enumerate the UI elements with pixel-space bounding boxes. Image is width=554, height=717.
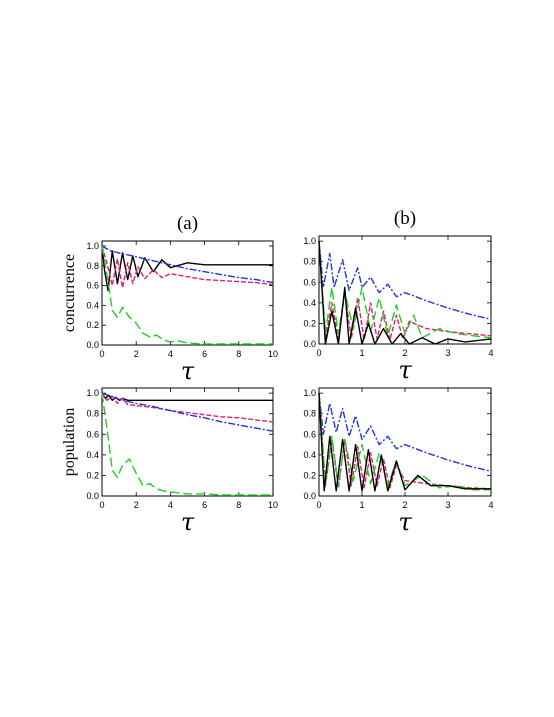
x-tick-label: 4 (168, 500, 173, 510)
series-line-1 (101, 392, 273, 401)
y-tick-label: 0.2 (303, 470, 316, 480)
y-tick-label: 0.4 (303, 298, 316, 308)
chart-panel-3: 0 2 4 6 8 10 0.0 0.2 0.4 0.6 0.8 1.0 population τ (61, 387, 278, 536)
panel-label: (b) (394, 208, 416, 229)
y-axis-label: concurrence (61, 254, 78, 332)
chart-panel-4: 0 1 2 3 4 0.0 0.2 0.4 0.6 0.8 1.0 τ (303, 387, 494, 536)
series-line-3 (101, 392, 274, 432)
series-line-1 (101, 245, 273, 292)
x-tick-label: 3 (445, 500, 450, 510)
series-line-4 (101, 393, 273, 496)
y-tick-label: 1.0 (303, 236, 316, 246)
y-tick-label: 0.6 (86, 429, 99, 439)
y-tick-label: 0.8 (86, 261, 99, 271)
y-tick-label: 1.0 (86, 388, 99, 398)
plot-frame (101, 387, 274, 497)
series-line-2 (101, 245, 274, 289)
y-tick-label: 0.0 (86, 491, 99, 501)
series-line-1 (318, 241, 492, 320)
x-tick-label: 8 (236, 349, 241, 359)
series-line-2 (318, 393, 492, 490)
x-tick-label: 10 (268, 500, 278, 510)
y-tick-label: 1.0 (303, 388, 316, 398)
series-line-4 (101, 245, 273, 345)
x-axis-label: τ (181, 508, 195, 536)
x-tick-label: 2 (402, 348, 407, 358)
series-line-4 (318, 393, 491, 492)
x-tick-label: 4 (168, 349, 173, 359)
y-axis-label: population (61, 408, 78, 476)
y-tick-label: 0.4 (303, 450, 316, 460)
x-tick-label: 1 (359, 348, 364, 358)
y-tick-label: 0.2 (86, 470, 99, 480)
y-tick-label: 0.2 (303, 318, 316, 328)
y-tick-label: 0.6 (86, 281, 99, 291)
x-tick-label: 0 (316, 500, 321, 510)
y-tick-label: 0.0 (86, 340, 99, 350)
series-line-3 (318, 393, 491, 491)
x-axis-label: τ (398, 508, 412, 536)
y-tick-label: 1.0 (86, 241, 99, 251)
x-tick-label: 4 (488, 500, 493, 510)
series-line-4 (318, 241, 492, 345)
chart-panel-1: 0 2 4 6 8 10 0.0 0.2 0.4 0.6 0.8 1.0 (a) concurrence τ (61, 213, 278, 385)
series-line-3 (101, 245, 274, 284)
plot-frame (101, 240, 274, 346)
x-tick-label: 0 (316, 348, 321, 358)
x-tick-label: 2 (402, 500, 407, 510)
series-line-1 (318, 393, 492, 472)
y-tick-label: 0.8 (303, 257, 316, 267)
y-tick-label: 0.8 (303, 409, 316, 419)
x-tick-label: 0 (99, 500, 104, 510)
y-tick-label: 0.6 (303, 429, 316, 439)
x-tick-label: 6 (202, 349, 207, 359)
series-line-2 (101, 392, 274, 423)
x-tick-label: 8 (236, 500, 241, 510)
y-tick-label: 0.4 (86, 450, 99, 460)
chart-panel-2: 0 1 2 3 4 0.0 0.2 0.4 0.6 0.8 1.0 (b) τ (303, 208, 493, 384)
series-line-3 (318, 241, 492, 339)
panel-label: (a) (177, 213, 198, 234)
y-tick-label: 0.4 (86, 300, 99, 310)
y-tick-label: 0.0 (303, 339, 316, 349)
x-tick-label: 2 (134, 500, 139, 510)
y-tick-label: 0.0 (303, 491, 316, 501)
y-tick-label: 0.6 (303, 277, 316, 287)
x-tick-label: 10 (268, 349, 278, 359)
y-tick-label: 0.2 (86, 320, 99, 330)
x-axis-label: τ (398, 356, 412, 384)
x-tick-label: 1 (359, 500, 364, 510)
x-tick-label: 4 (488, 348, 493, 358)
x-axis-label: τ (181, 357, 195, 385)
y-tick-label: 0.8 (86, 409, 99, 419)
x-tick-label: 2 (134, 349, 139, 359)
x-tick-label: 3 (445, 348, 450, 358)
x-tick-label: 0 (99, 349, 104, 359)
x-tick-label: 6 (202, 500, 207, 510)
